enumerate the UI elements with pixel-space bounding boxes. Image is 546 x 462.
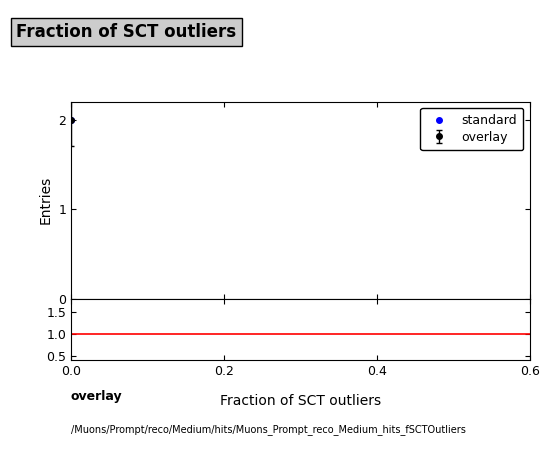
Legend: standard, overlay: standard, overlay — [420, 108, 524, 150]
Y-axis label: Entries: Entries — [39, 176, 52, 225]
Text: Fraction of SCT outliers: Fraction of SCT outliers — [16, 23, 236, 41]
Text: overlay: overlay — [71, 389, 123, 402]
Text: /Muons/Prompt/reco/Medium/hits/Muons_Prompt_reco_Medium_hits_fSCTOutliers: /Muons/Prompt/reco/Medium/hits/Muons_Pro… — [71, 424, 466, 435]
Text: Fraction of SCT outliers: Fraction of SCT outliers — [219, 394, 381, 408]
